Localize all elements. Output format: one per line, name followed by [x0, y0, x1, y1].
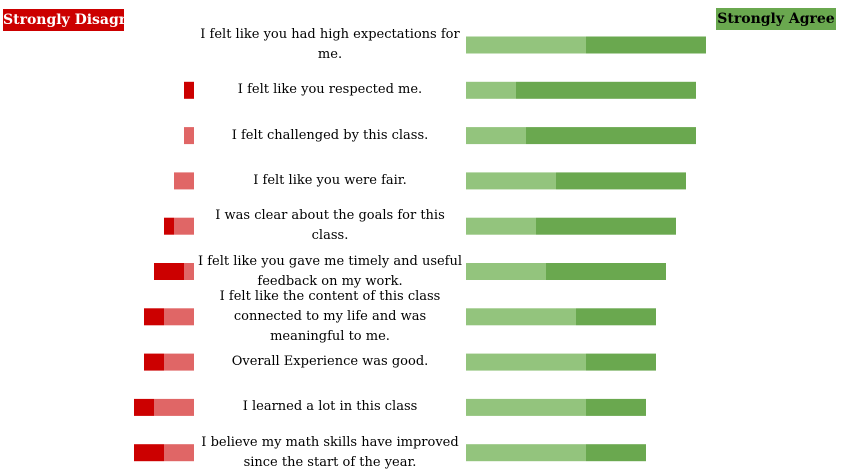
bar-strongly-disagree-8: [144, 353, 164, 371]
statement-label: I believe my math skills have improved s…: [201, 434, 459, 470]
statement-label: Overall Experience was good.: [231, 354, 429, 370]
bar-strongly-disagree-10: [134, 444, 164, 462]
statement-label: I was clear about the goals for this cla…: [215, 208, 445, 244]
bar-strongly-disagree-6: [154, 263, 184, 280]
bar-strongly-agree-8: [586, 353, 656, 371]
legend-strongly-disagree: Strongly Disagree: [3, 9, 144, 31]
bar-agree-3: [466, 127, 526, 145]
bar-strongly-agree-6: [546, 263, 666, 280]
bar-strongly-agree-7: [576, 308, 656, 326]
bar-strongly-agree-4: [556, 172, 686, 190]
bar-disagree-9: [154, 398, 194, 416]
bar-disagree-7: [164, 308, 194, 326]
bar-agree-2: [466, 81, 516, 99]
statement-label: I felt challenged by this class.: [231, 127, 429, 143]
statement-label: I learned a lot in this class: [242, 399, 418, 415]
bar-disagree-6: [184, 263, 194, 280]
bar-agree-1: [466, 36, 586, 54]
statement-label: I felt like you gave me timely and usefu…: [197, 253, 463, 289]
bar-agree-4: [466, 172, 556, 190]
statement-label: I felt like you had high expectations fo…: [200, 27, 460, 62]
bar-strongly-agree-10: [586, 444, 646, 462]
bar-strongly-agree-1: [586, 36, 706, 54]
bar-strongly-disagree-2: [184, 81, 194, 99]
bar-agree-8: [466, 353, 586, 371]
bar-disagree-10: [164, 444, 194, 462]
bar-agree-5: [466, 217, 536, 235]
bar-strongly-agree-9: [586, 398, 646, 416]
bar-agree-6: [466, 263, 546, 280]
bar-strongly-agree-2: [516, 81, 696, 99]
statement-label: I felt like the content of this class co…: [219, 288, 441, 344]
bar-strongly-agree-3: [526, 127, 696, 145]
statement-label: I felt like you were fair.: [253, 172, 407, 188]
bar-strongly-disagree-5: [164, 217, 174, 235]
bar-strongly-disagree-7: [144, 308, 164, 326]
bar-agree-10: [466, 444, 586, 462]
statement-label: I felt like you respected me.: [237, 82, 423, 98]
bar-disagree-4: [174, 172, 194, 190]
bar-strongly-disagree-9: [134, 398, 154, 416]
bar-disagree-8: [164, 353, 194, 371]
legend-strongly-agree: Strongly Agree: [716, 8, 836, 30]
bar-agree-7: [466, 308, 576, 326]
bar-disagree-3: [184, 127, 194, 145]
bar-strongly-agree-5: [536, 217, 676, 235]
bar-disagree-5: [174, 217, 194, 235]
bar-agree-9: [466, 398, 586, 416]
